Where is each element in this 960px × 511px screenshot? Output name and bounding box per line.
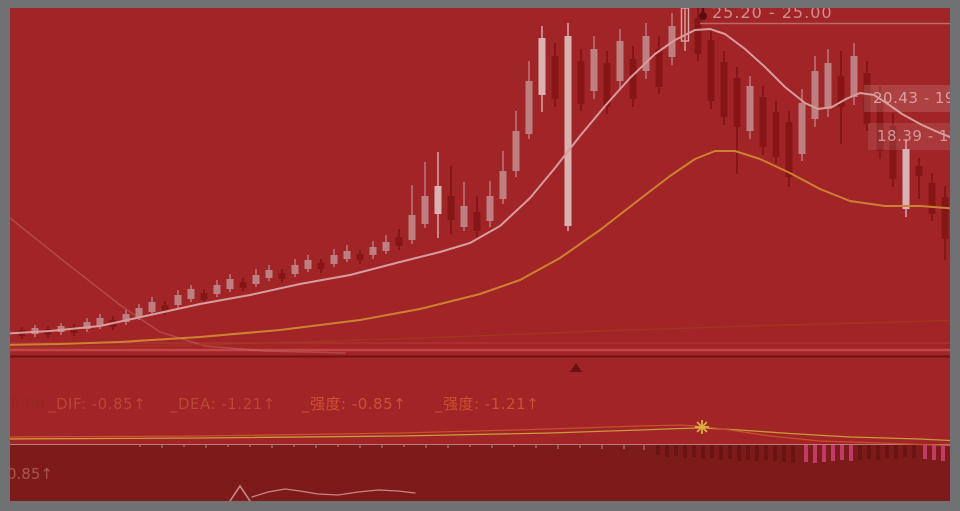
indicator-strength-dif-value: _强度: -0.85↑ xyxy=(302,395,407,413)
price-pin-icon xyxy=(699,8,707,20)
background-zones xyxy=(10,444,950,501)
indicator-dea-value: _DEA: -1.21↑ xyxy=(170,395,276,413)
bottom-left-value: 0.85↑ xyxy=(10,465,53,483)
indicator-dif-value: _DIF: -0.85↑ xyxy=(48,395,147,413)
candlestick-chart-canvas[interactable] xyxy=(10,8,950,501)
grid-lines xyxy=(10,217,950,362)
indicator-zero-value: 0.00 xyxy=(10,395,46,413)
triangle-marker-icon xyxy=(229,484,251,501)
caret-marker-icon xyxy=(570,363,582,372)
golden-cross-star-icon xyxy=(695,420,709,434)
candles-layer xyxy=(18,8,949,339)
moving-average-lines xyxy=(10,28,950,349)
right-price-range-upper: 20.43 - 19 xyxy=(864,85,950,112)
stock-chart-window: 25.20 - 25.00 20.43 - 19 18.39 - 1 0.00 … xyxy=(10,8,950,501)
macd-panel xyxy=(10,424,950,463)
bottom-markers xyxy=(229,363,582,501)
indicator-strength-dea-value: _强度: -1.21↑ xyxy=(435,395,540,413)
peak-price-range-label: 25.20 - 25.00 xyxy=(712,8,833,22)
right-price-range-lower: 18.39 - 1 xyxy=(868,123,950,150)
